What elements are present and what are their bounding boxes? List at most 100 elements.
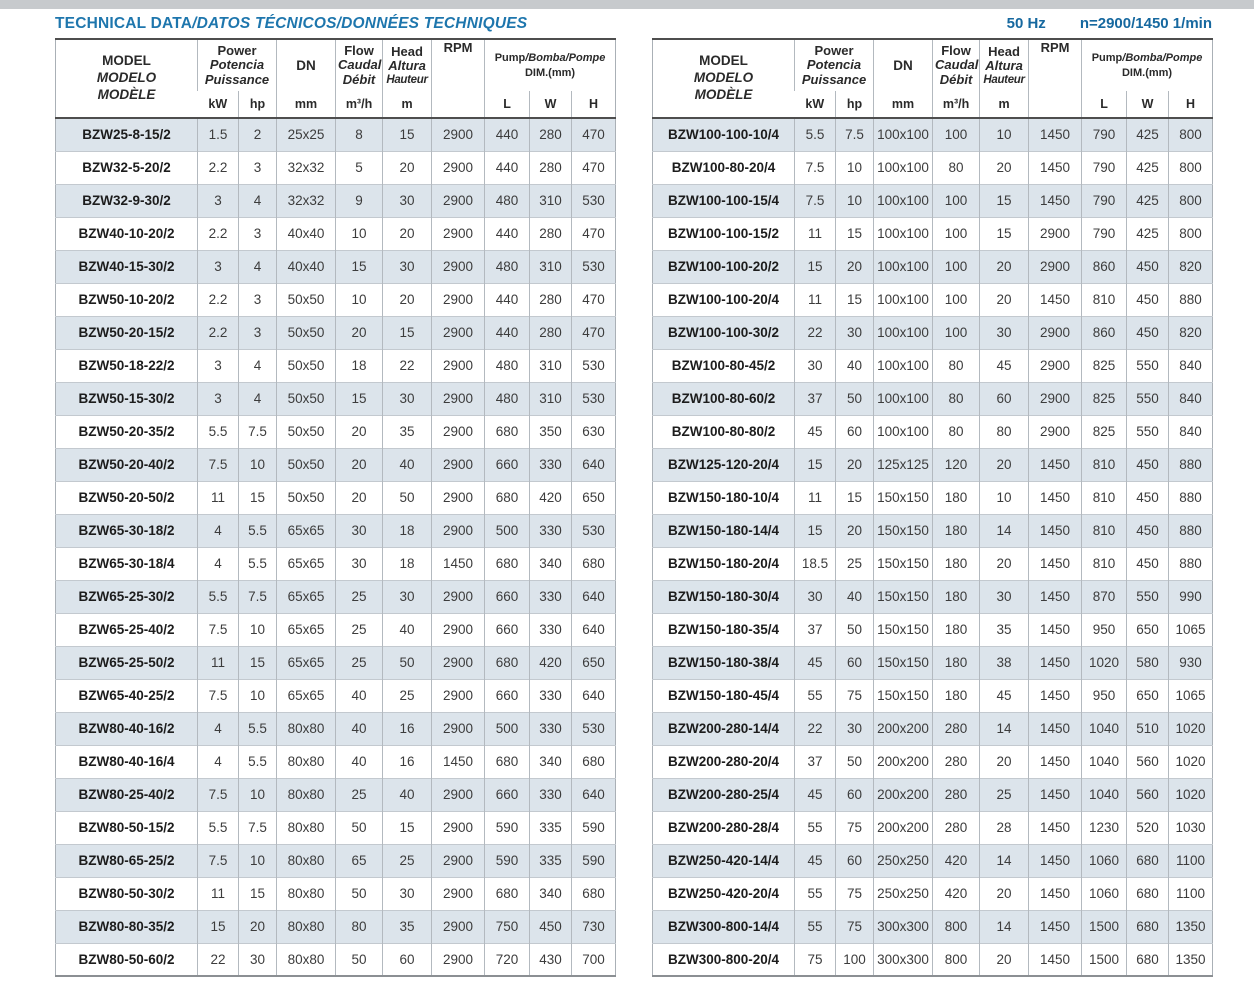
- value-cell: 5.5: [237, 744, 277, 778]
- model-cell: BZW80-80-35/2: [55, 909, 198, 943]
- value-cell: 25: [335, 579, 383, 613]
- value-cell: 520: [1126, 810, 1169, 844]
- page-top-strip: [0, 0, 1254, 9]
- value-cell: 1450: [1028, 447, 1082, 481]
- value-cell: 680: [484, 876, 530, 910]
- value-cell: 65: [335, 843, 383, 877]
- value-cell: 790: [1081, 216, 1127, 250]
- value-cell: 20: [979, 942, 1029, 976]
- value-cell: 150x150: [873, 513, 933, 547]
- value-cell: 640: [571, 777, 616, 811]
- value-cell: 1450: [1028, 579, 1082, 613]
- value-cell: 25: [979, 777, 1029, 811]
- value-cell: 7.5: [835, 117, 874, 151]
- value-cell: 4: [197, 513, 239, 547]
- value-cell: 15: [835, 480, 874, 514]
- value-cell: 480: [484, 249, 530, 283]
- value-cell: 20: [979, 282, 1029, 316]
- value-cell: 22: [197, 942, 239, 976]
- value-cell: 15: [382, 117, 432, 151]
- value-cell: 50x50: [276, 381, 336, 415]
- table-row: BZW50-20-15/2 2.2 3 50x50 20 15 2900 440 280 470: [55, 315, 616, 349]
- value-cell: 40: [835, 579, 874, 613]
- value-cell: 80x80: [276, 711, 336, 745]
- value-cell: 50x50: [276, 447, 336, 481]
- value-cell: 680: [571, 876, 616, 910]
- model-cell: BZW50-15-30/2: [55, 381, 198, 415]
- model-cell: BZW100-100-20/2: [652, 249, 795, 283]
- table-row: BZW100-80-45/2 30 40 100x100 80 45 2900 825 550 8…: [652, 348, 1213, 382]
- value-cell: 38: [979, 645, 1029, 679]
- value-cell: 2900: [431, 381, 485, 415]
- value-cell: 50x50: [276, 315, 336, 349]
- value-cell: 30: [382, 876, 432, 910]
- table-row: BZW80-50-30/2 11 15 80x80 50 30 2900 680 340 680: [55, 876, 616, 910]
- value-cell: 7.5: [794, 183, 836, 217]
- value-cell: 2.2: [197, 282, 239, 316]
- value-cell: 1450: [1028, 183, 1082, 217]
- table-row: BZW80-50-60/2 22 30 80x80 50 60 2900 720 430 700: [55, 942, 616, 976]
- value-cell: 30: [382, 183, 432, 217]
- value-cell: 450: [1126, 315, 1169, 349]
- model-cell: BZW25-8-15/2: [55, 117, 198, 151]
- value-cell: 4: [237, 249, 277, 283]
- value-cell: 65x65: [276, 678, 336, 712]
- value-cell: 50: [382, 645, 432, 679]
- model-cell: BZW100-80-45/2: [652, 348, 795, 382]
- value-cell: 15: [197, 909, 239, 943]
- model-cell: BZW80-50-30/2: [55, 876, 198, 910]
- value-cell: 150x150: [873, 645, 933, 679]
- value-cell: 100: [835, 942, 874, 976]
- value-cell: 15: [835, 282, 874, 316]
- table-header: MODEL MODELO MODÈLE Power Potencia Puiss…: [55, 39, 616, 119]
- value-cell: 330: [529, 711, 572, 745]
- value-cell: 30: [382, 579, 432, 613]
- value-cell: 8: [335, 117, 383, 151]
- value-cell: 3: [197, 183, 239, 217]
- frequency-label: 50 Hz: [1006, 15, 1046, 32]
- value-cell: 7.5: [197, 678, 239, 712]
- value-cell: 310: [529, 381, 572, 415]
- value-cell: 820: [1168, 315, 1213, 349]
- table-row: BZW125-120-20/4 15 20 125x125 120 20 1450 810 45…: [652, 447, 1213, 481]
- value-cell: 1450: [1028, 942, 1082, 976]
- value-cell: 2900: [431, 150, 485, 184]
- value-cell: 5: [335, 150, 383, 184]
- value-cell: 15: [794, 447, 836, 481]
- value-cell: 640: [571, 678, 616, 712]
- value-cell: 10: [335, 216, 383, 250]
- technical-data-table-left: MODEL MODELO MODÈLE Power Potencia Puiss…: [55, 38, 617, 977]
- value-cell: 35: [382, 414, 432, 448]
- value-cell: 45: [794, 645, 836, 679]
- value-cell: 530: [571, 249, 616, 283]
- value-cell: 65x65: [276, 546, 336, 580]
- value-cell: 2900: [431, 282, 485, 316]
- value-cell: 1065: [1168, 678, 1213, 712]
- model-column-header: MODEL MODELO MODÈLE: [55, 39, 198, 119]
- value-cell: 680: [1126, 843, 1169, 877]
- value-cell: 680: [1126, 942, 1169, 976]
- value-cell: 65x65: [276, 612, 336, 646]
- value-cell: 790: [1081, 150, 1127, 184]
- value-cell: 18.5: [794, 546, 836, 580]
- value-cell: 880: [1168, 546, 1213, 580]
- value-cell: 60: [835, 645, 874, 679]
- value-cell: 4: [237, 183, 277, 217]
- value-cell: 50: [335, 876, 383, 910]
- table-row: BZW150-180-10/4 11 15 150x150 180 10 1450 810 45…: [652, 480, 1213, 514]
- model-cell: BZW32-9-30/2: [55, 183, 198, 217]
- value-cell: 25: [835, 546, 874, 580]
- value-cell: 1040: [1081, 744, 1127, 778]
- value-cell: 530: [571, 183, 616, 217]
- value-cell: 250x250: [873, 876, 933, 910]
- value-cell: 80: [932, 414, 980, 448]
- value-cell: 22: [794, 315, 836, 349]
- value-cell: 280: [529, 150, 572, 184]
- value-cell: 80: [979, 414, 1029, 448]
- value-cell: 870: [1081, 579, 1127, 613]
- value-cell: 330: [529, 612, 572, 646]
- value-cell: 15: [794, 513, 836, 547]
- value-cell: 2900: [431, 414, 485, 448]
- model-cell: BZW50-20-15/2: [55, 315, 198, 349]
- table-row: BZW250-420-20/4 55 75 250x250 420 20 1450 1060 6…: [652, 876, 1213, 910]
